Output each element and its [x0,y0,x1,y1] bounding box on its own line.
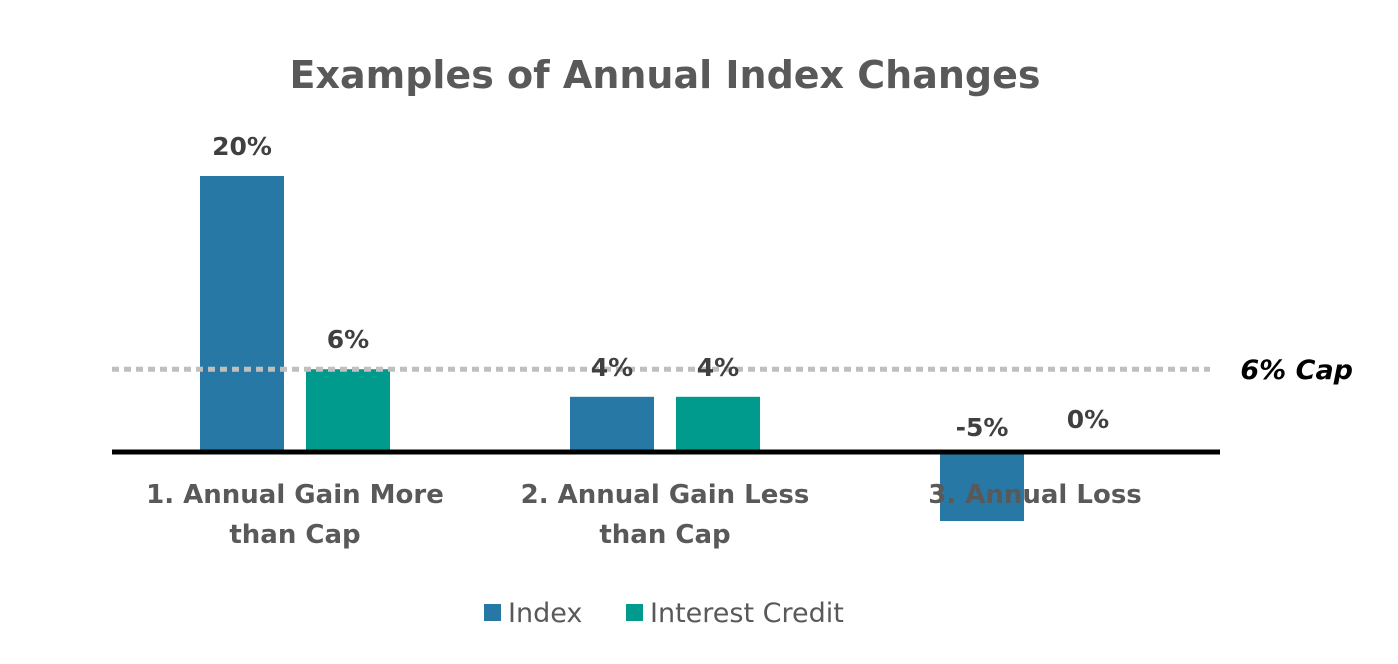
chart-title: Examples of Annual Index Changes [289,53,1040,97]
data-label-interest-credit-2: 4% [697,353,739,382]
data-label-interest-credit-1: 6% [327,325,369,354]
bar-index-2 [570,396,654,452]
legend-label-index: Index [508,598,582,629]
legend-swatch-index [484,604,501,621]
data-label-interest-credit-3: 0% [1067,405,1109,434]
legend-label-interest-credit: Interest Credit [650,598,844,629]
bar-interest-credit-1 [306,369,390,452]
bar-index-1 [200,176,284,452]
cap-label: 6% Cap [1240,355,1353,386]
category-label-2: 2. Annual Gain Less than Cap [521,480,810,550]
category-label-1: 1. Annual Gain More than Cap [146,480,444,550]
bar-index-3 [940,452,1024,521]
plot-area: 6% Cap 20% 4% -5% 6% 4% 0% 1. Annual Gain More t… [112,132,1353,550]
category-label-3: 3. Annual Loss [928,480,1142,510]
bar-interest-credit-2 [676,396,760,452]
legend-swatch-interest-credit [626,604,643,621]
data-label-index-2: 4% [591,353,633,382]
data-label-index-3: -5% [956,413,1009,442]
legend: Index Interest Credit [484,598,844,629]
data-label-index-1: 20% [212,132,272,161]
